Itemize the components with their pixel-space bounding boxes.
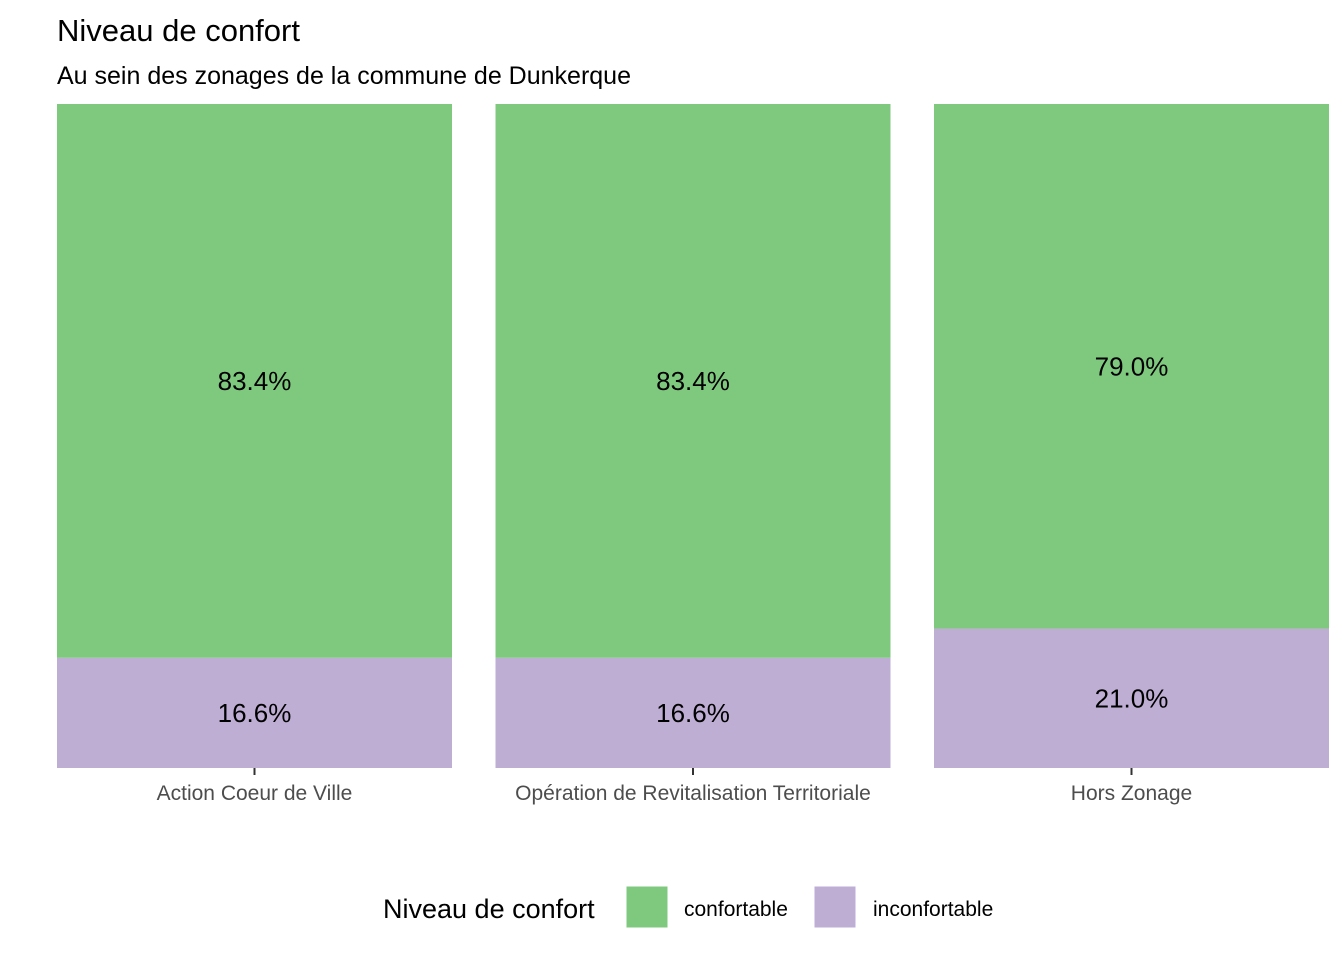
bar-inconfortable-1 [57,657,452,768]
bar-label-confortable-3: 79.0% [1095,351,1169,381]
legend-label-confortable: confortable [684,898,788,921]
legend-label-inconfortable: inconfortable [873,898,993,921]
bar-label-confortable-1: 83.4% [218,366,292,396]
legend-key-confortable [625,885,669,929]
bar-confortable-1 [57,104,452,658]
chart-subtitle: Au sein des zonages de la commune de Dun… [57,62,631,90]
bar-label-confortable-2: 83.4% [656,366,730,396]
x-tick-label-1: Action Coeur de Ville [157,782,353,805]
bar-confortable-2 [495,104,891,658]
bar-label-inconfortable-1: 16.6% [218,698,292,728]
legend-title: Niveau de confort [383,894,595,924]
bar-inconfortable-2 [495,657,891,768]
bar-label-inconfortable-3: 21.0% [1095,683,1169,713]
bar-labels-group: 16.6% 83.4% 16.6% 83.4% 21.0% 79.0% [218,351,1169,728]
bars-group [57,104,1329,768]
bar-label-inconfortable-2: 16.6% [656,698,730,728]
x-tick-label-2: Opération de Revitalisation Territoriale [515,782,871,805]
x-axis: Action Coeur de Ville Opération de Revita… [157,768,1192,805]
bar-inconfortable-3 [934,628,1329,768]
legend: Niveau de confort confortable inconfortab… [383,885,993,929]
legend-key-inconfortable [813,885,857,929]
bar-confortable-3 [934,104,1329,629]
x-tick-label-3: Hors Zonage [1071,782,1192,805]
chart-title: Niveau de confort [57,13,300,48]
